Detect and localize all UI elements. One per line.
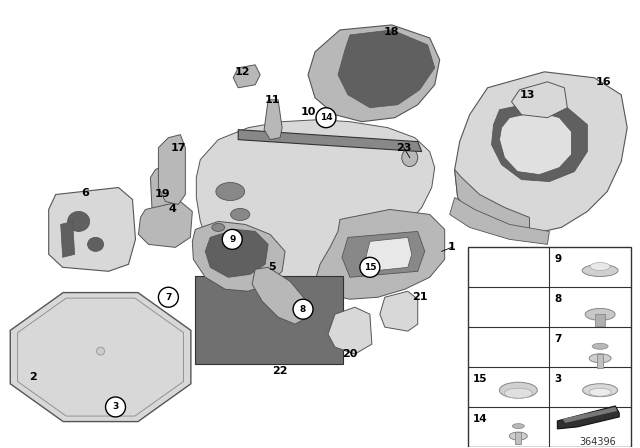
Text: 9: 9 [554,254,561,264]
Text: 17: 17 [171,142,186,153]
Text: 8: 8 [300,305,306,314]
Ellipse shape [582,264,618,276]
Polygon shape [454,72,627,234]
Bar [597,354,603,368]
Polygon shape [252,267,308,324]
Bar [195,276,343,364]
Ellipse shape [590,263,610,271]
Circle shape [316,108,336,128]
Circle shape [106,397,125,417]
Text: 13: 13 [520,90,535,100]
Polygon shape [150,164,180,237]
Polygon shape [450,198,549,244]
Polygon shape [264,100,282,140]
Ellipse shape [504,388,532,398]
Polygon shape [563,407,617,423]
Ellipse shape [509,432,527,440]
Text: 12: 12 [234,67,250,77]
Text: 8: 8 [554,294,562,304]
Text: 1: 1 [448,242,456,252]
Bar [515,432,522,444]
Polygon shape [10,293,191,422]
Circle shape [293,299,313,319]
Text: 15: 15 [472,374,487,384]
Polygon shape [238,129,422,151]
Polygon shape [308,25,440,122]
Ellipse shape [88,237,104,251]
Polygon shape [315,210,445,299]
Polygon shape [511,82,568,118]
Ellipse shape [68,211,90,232]
Ellipse shape [585,308,615,320]
Polygon shape [380,291,418,331]
Ellipse shape [212,224,225,232]
Text: 15: 15 [364,263,376,272]
Text: 3: 3 [113,402,118,411]
Polygon shape [193,221,285,291]
Circle shape [159,287,179,307]
Text: 18: 18 [384,27,399,37]
Polygon shape [205,229,268,277]
Ellipse shape [589,354,611,363]
Ellipse shape [499,382,538,398]
Circle shape [97,347,104,355]
Text: 364396: 364396 [579,437,616,447]
Ellipse shape [589,388,611,396]
Text: 5: 5 [268,263,276,272]
Polygon shape [338,30,435,108]
Text: 4: 4 [168,204,176,215]
Text: 10: 10 [300,107,316,117]
Ellipse shape [513,424,524,429]
Polygon shape [557,406,620,429]
Bar [595,314,605,326]
Ellipse shape [230,208,250,220]
Text: 2: 2 [29,372,36,382]
Polygon shape [61,221,75,257]
Text: 21: 21 [412,292,428,302]
Ellipse shape [216,182,244,201]
Polygon shape [159,135,186,204]
Polygon shape [138,202,193,247]
Text: 16: 16 [595,77,611,87]
Text: 20: 20 [342,349,358,359]
Text: 9: 9 [229,235,236,244]
Ellipse shape [592,343,608,349]
Polygon shape [49,188,136,271]
Text: 23: 23 [396,142,412,153]
Text: 19: 19 [155,190,170,199]
Text: 22: 22 [273,366,288,376]
Polygon shape [342,232,425,277]
Circle shape [360,257,380,277]
Polygon shape [233,65,260,88]
Text: 7: 7 [554,334,562,344]
Polygon shape [366,237,412,271]
Ellipse shape [582,384,618,396]
Polygon shape [500,112,572,175]
Circle shape [222,229,242,250]
Ellipse shape [402,149,418,167]
Polygon shape [328,307,372,354]
Text: 7: 7 [165,293,172,302]
Text: 14: 14 [319,113,332,122]
Polygon shape [492,102,588,181]
Polygon shape [454,169,529,234]
Text: 3: 3 [554,374,562,384]
Text: 6: 6 [82,188,90,198]
Bar [468,247,631,447]
Text: 14: 14 [472,414,487,424]
Text: 11: 11 [264,95,280,105]
Polygon shape [196,120,435,291]
